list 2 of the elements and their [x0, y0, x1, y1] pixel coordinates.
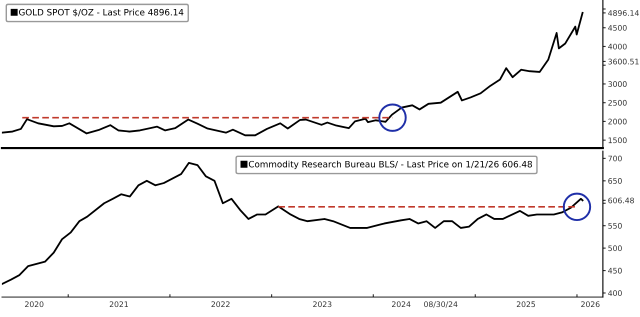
- legend-label: GOLD SPOT $/OZ - Last Price 4896.14: [19, 8, 184, 17]
- legend-label: Commodity Research Bureau BLS/ - Last Price on 1/21/26 606.48: [248, 160, 532, 170]
